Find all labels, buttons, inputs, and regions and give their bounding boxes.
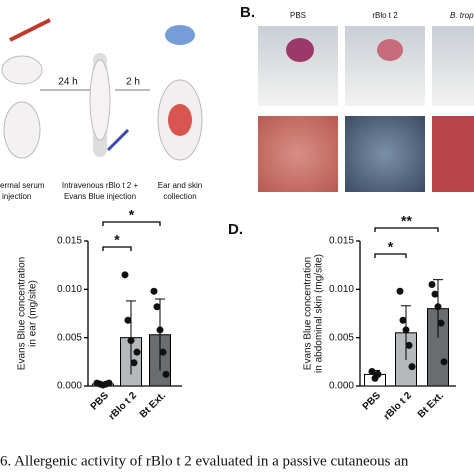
data-point [124,316,132,324]
caption: 6. Allergenic activity of rBlo t 2 evalu… [0,453,409,469]
column-label: rBlo t 2 [372,11,398,20]
y-tick-label: 0.010 [57,284,82,295]
significance-bracket [102,221,161,226]
y-tick-label: 0.005 [57,332,82,343]
column-label: B. trop [450,11,474,20]
data-point [105,379,113,387]
step-caption: collection [163,192,196,201]
panel-label: B. [240,4,255,21]
photo [258,116,338,192]
photo [345,26,425,106]
data-point [408,363,416,371]
step-caption: Evans Blue injection [64,192,136,201]
photo-ear [377,39,403,61]
step-caption: Ear and skin [158,181,202,190]
data-point [402,326,410,334]
x-tick-label: Bt Ext. [138,390,168,420]
significance-label: * [388,239,394,255]
y-tick-label: 0.015 [57,236,82,247]
x-tick-label: PBS [89,390,112,413]
y-axis-label: Evans Blue concentration [17,257,28,370]
y-tick-label: 0.015 [329,236,354,247]
data-point [437,319,445,327]
significance-label: * [114,232,120,248]
data-point [150,287,158,295]
y-tick-label: 0.000 [329,381,354,392]
data-point [159,348,167,356]
y-tick-label: 0.005 [329,332,354,343]
data-point [121,271,129,279]
photo [432,26,474,106]
step-caption: ermal serum [0,181,45,190]
step-caption: injection [2,192,31,201]
data-point [440,358,448,366]
photo [258,26,338,106]
significance-label: ** [401,213,412,229]
data-point [127,337,135,345]
column-label: PBS [290,11,306,20]
panel-label: D. [228,221,243,238]
x-tick-label: PBS [361,390,384,413]
y-tick-label: 0.010 [329,284,354,295]
step-label: 24 h [58,77,77,88]
data-point [153,303,161,311]
data-point [431,290,439,298]
y-axis-label: Evans Blue concentration [303,257,314,370]
data-point [130,359,138,367]
significance-bracket [374,227,439,232]
data-point [156,326,164,334]
step-label: 2 h [126,77,140,88]
significance-bracket [374,253,407,258]
photo [432,116,474,192]
data-point [368,368,376,375]
data-point [434,303,442,311]
y-axis-label: in ear (mg/site) [28,280,39,347]
significance-bracket [102,246,132,251]
data-point [374,370,382,378]
photo-ear [286,38,314,62]
x-tick-label: rBlo t 2 [382,390,414,422]
data-point [428,281,436,288]
data-point [396,287,404,295]
panel-a: 24 h 2 h ermal serum injection Intraveno… [0,18,203,201]
data-point [133,348,141,356]
x-tick-label: Bt Ext. [416,390,446,420]
x-tick-label: rBlo t 2 [107,390,139,422]
data-point [405,341,413,349]
step-caption: Intravenous rBlo t 2 + [62,181,139,190]
photo [345,116,425,192]
y-axis-label: in abdominal skin (mg/site) [314,254,325,373]
data-point [399,316,407,324]
y-tick-label: 0.000 [57,381,82,392]
data-point [162,370,170,378]
panel-b: B. PBS rBlo t 2 B. trop [240,4,474,192]
significance-label: * [129,207,135,223]
